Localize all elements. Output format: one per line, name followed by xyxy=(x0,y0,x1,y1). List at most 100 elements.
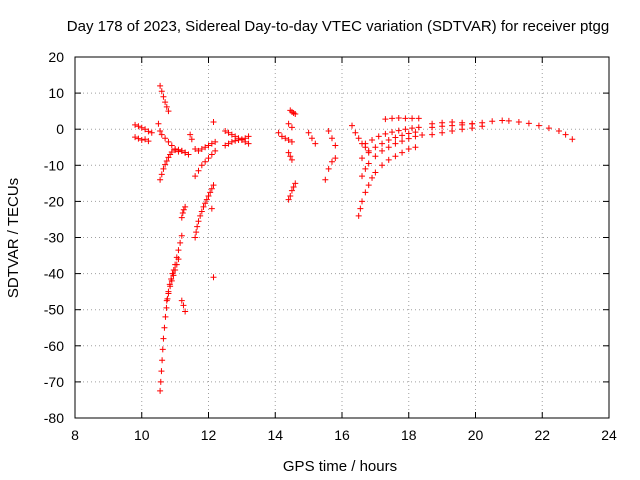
data-point xyxy=(535,122,542,129)
series-arc-12 xyxy=(208,118,217,281)
data-point xyxy=(177,239,184,246)
data-point xyxy=(392,153,399,160)
x-tick-label: 8 xyxy=(71,427,79,443)
data-point xyxy=(202,200,209,207)
data-point xyxy=(369,137,376,144)
series-arc-28 xyxy=(429,117,576,143)
data-points xyxy=(132,82,576,394)
data-point xyxy=(205,142,212,149)
data-point xyxy=(399,149,406,156)
data-point xyxy=(132,134,139,141)
data-point xyxy=(245,140,252,147)
data-point xyxy=(208,140,215,147)
data-point xyxy=(195,147,202,154)
data-point xyxy=(287,192,294,199)
data-point xyxy=(288,156,295,163)
data-point xyxy=(275,129,282,136)
series-arc-27 xyxy=(382,115,422,123)
data-point xyxy=(155,120,162,127)
data-point xyxy=(290,183,297,190)
y-tick-label: 20 xyxy=(48,49,64,65)
data-point xyxy=(228,138,235,145)
data-point xyxy=(359,155,366,162)
data-point xyxy=(359,173,366,180)
y-tick-label: -50 xyxy=(44,302,64,318)
series-arc-7 xyxy=(178,203,189,221)
data-point xyxy=(157,387,164,394)
data-point xyxy=(159,357,166,364)
data-point xyxy=(459,119,466,126)
y-tick-label: -80 xyxy=(44,410,64,426)
data-point xyxy=(142,136,149,143)
series-arc-9 xyxy=(192,182,217,241)
data-point xyxy=(175,256,182,263)
data-point xyxy=(175,247,182,254)
data-point xyxy=(187,131,194,138)
series-arc-5 xyxy=(157,232,185,394)
series-arc-10 xyxy=(192,147,219,180)
x-tick-label: 22 xyxy=(534,427,550,443)
data-point xyxy=(382,116,389,123)
series-arc-24 xyxy=(359,131,426,180)
x-tick-label: 10 xyxy=(134,427,150,443)
data-point xyxy=(172,266,179,273)
series-arc-5b xyxy=(163,256,182,304)
data-point xyxy=(469,120,476,127)
data-point xyxy=(157,378,164,385)
data-point xyxy=(287,153,294,160)
data-point xyxy=(515,118,522,125)
data-point xyxy=(157,176,164,183)
x-tick-label: 14 xyxy=(267,427,283,443)
data-point xyxy=(202,144,209,151)
data-point xyxy=(322,176,329,183)
data-point xyxy=(285,149,292,156)
data-point xyxy=(292,180,299,187)
data-point xyxy=(379,140,386,147)
grid-lines xyxy=(75,57,609,418)
data-point xyxy=(168,148,175,155)
data-point xyxy=(389,129,396,136)
data-point xyxy=(525,120,532,127)
data-point xyxy=(200,203,207,210)
data-point xyxy=(562,131,569,138)
data-point xyxy=(193,229,200,236)
data-point xyxy=(242,135,249,142)
data-point xyxy=(282,135,289,142)
data-point xyxy=(439,129,446,136)
data-point xyxy=(138,137,145,144)
data-point xyxy=(228,131,235,138)
data-point xyxy=(208,185,215,192)
series-arc-21 xyxy=(325,128,339,149)
data-point xyxy=(210,182,217,189)
data-point xyxy=(399,132,406,139)
data-point xyxy=(489,118,496,125)
data-point xyxy=(168,277,175,284)
data-point xyxy=(222,128,229,135)
series-arc-1b xyxy=(132,134,152,145)
data-point xyxy=(372,153,379,160)
data-point xyxy=(449,118,456,125)
data-point xyxy=(405,146,412,153)
data-point xyxy=(285,137,292,144)
data-point xyxy=(409,115,416,122)
data-point xyxy=(362,140,369,147)
data-point xyxy=(545,125,552,132)
data-point xyxy=(505,117,512,124)
data-point xyxy=(385,156,392,163)
data-point xyxy=(205,155,212,162)
data-point xyxy=(439,119,446,126)
data-point xyxy=(207,189,214,196)
series-arc-16 xyxy=(285,180,299,203)
data-point xyxy=(159,346,166,353)
data-point xyxy=(179,209,186,216)
data-point xyxy=(161,324,168,331)
data-point xyxy=(288,187,295,194)
data-point xyxy=(278,133,285,140)
data-point xyxy=(395,127,402,134)
data-point xyxy=(365,149,372,156)
data-point xyxy=(459,126,466,133)
data-point xyxy=(405,135,412,142)
data-point xyxy=(165,138,172,145)
data-point xyxy=(415,115,422,122)
